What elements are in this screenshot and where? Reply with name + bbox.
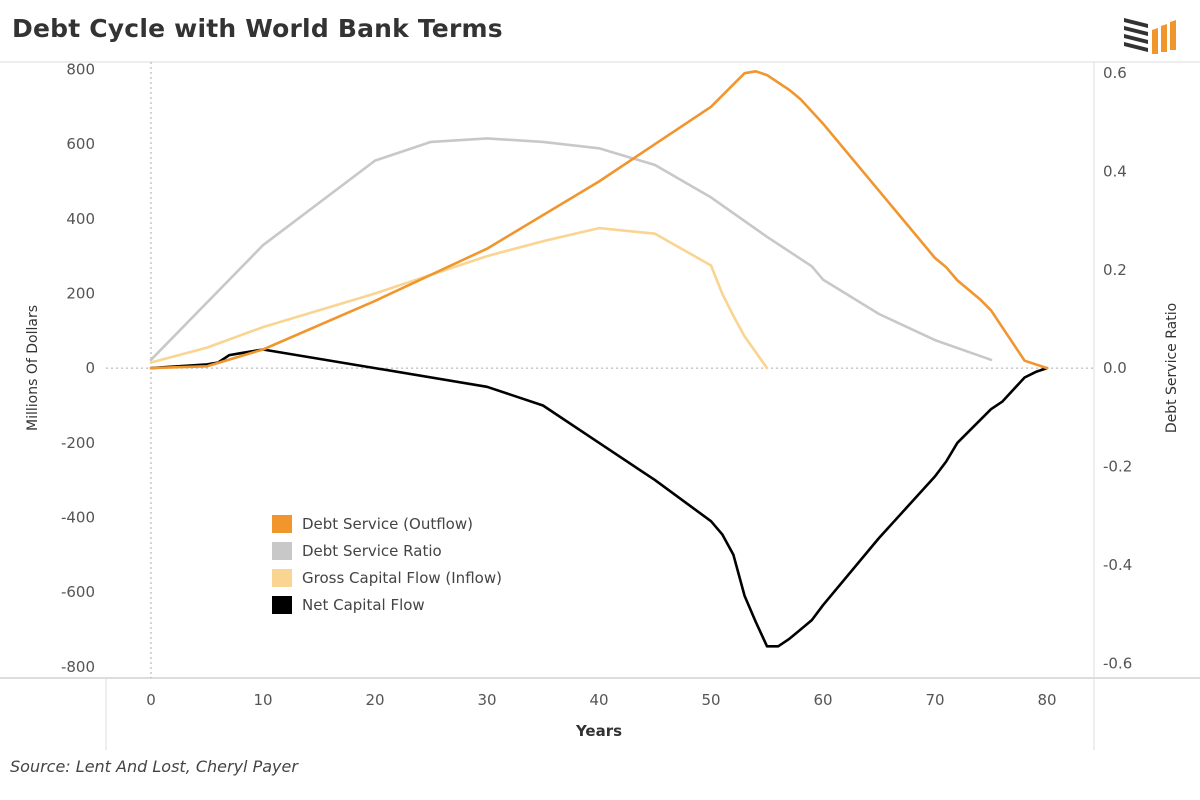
x-axis-ticks: 0 10 20 30 40 50 60 70 80	[146, 691, 1056, 709]
right-axis-ticks: 0.6 0.4 0.2 0.0 -0.2 -0.4 -0.6	[1103, 64, 1132, 672]
x-tick-label: 20	[365, 691, 384, 709]
y-tick-label: 0	[85, 359, 95, 377]
y-tick-label: 600	[66, 135, 95, 153]
y2-tick-label: -0.2	[1103, 458, 1132, 476]
series-line-debt-service-outflow	[149, 70, 1049, 370]
legend-swatch	[272, 541, 292, 560]
y2-tick-label: 0.6	[1103, 64, 1127, 82]
series-line-gross-capital-flow-inflow	[149, 226, 769, 370]
legend-label: Net Capital Flow	[302, 595, 425, 614]
y-axis-title: Millions Of Dollars	[25, 305, 41, 431]
x-tick-label: 60	[813, 691, 832, 709]
x-tick-label: 40	[589, 691, 608, 709]
y2-tick-label: 0.2	[1103, 261, 1127, 279]
x-tick-label: 10	[253, 691, 272, 709]
y-tick-label: 200	[66, 284, 95, 302]
y-tick-label: 400	[66, 210, 95, 228]
legend-swatch	[272, 595, 292, 614]
legend-swatch	[272, 568, 292, 587]
legend-item: Gross Capital Flow (Inflow)	[272, 564, 502, 591]
y-tick-label: 800	[66, 60, 95, 78]
bar-stack-logo-icon	[1124, 18, 1176, 54]
x-tick-label: 50	[701, 691, 720, 709]
legend-label: Gross Capital Flow (Inflow)	[302, 568, 502, 587]
y2-tick-label: 0.4	[1103, 162, 1127, 180]
legend-item: Debt Service (Outflow)	[272, 510, 502, 537]
y2-tick-label: -0.6	[1103, 654, 1132, 672]
legend-item: Debt Service Ratio	[272, 537, 502, 564]
x-axis-title: Years	[575, 722, 622, 740]
x-tick-label: 30	[477, 691, 496, 709]
y-tick-label: -600	[61, 583, 95, 601]
y2-tick-label: -0.4	[1103, 556, 1132, 574]
y-tick-label: -200	[61, 434, 95, 452]
left-axis-ticks: 800 600 400 200 0 -200 -400 -600 -800	[61, 60, 95, 675]
y2-tick-label: 0.0	[1103, 359, 1127, 377]
series-layer	[149, 70, 1049, 648]
x-tick-label: 80	[1037, 691, 1056, 709]
x-tick-label: 0	[146, 691, 156, 709]
y2-axis-title: Debt Service Ratio	[1164, 303, 1180, 433]
legend: Debt Service (Outflow) Debt Service Ratio…	[272, 510, 502, 618]
y-tick-label: -400	[61, 508, 95, 526]
legend-label: Debt Service (Outflow)	[302, 514, 473, 533]
y-tick-label: -800	[61, 658, 95, 676]
legend-item: Net Capital Flow	[272, 591, 502, 618]
x-tick-label: 70	[925, 691, 944, 709]
legend-label: Debt Service Ratio	[302, 541, 442, 560]
chart-title: Debt Cycle with World Bank Terms	[12, 14, 503, 43]
source-note: Source: Lent And Lost, Cheryl Payer	[10, 757, 298, 776]
chart-frame	[0, 61, 1200, 750]
legend-swatch	[272, 514, 292, 533]
series-line-debt-service-ratio	[149, 137, 993, 362]
